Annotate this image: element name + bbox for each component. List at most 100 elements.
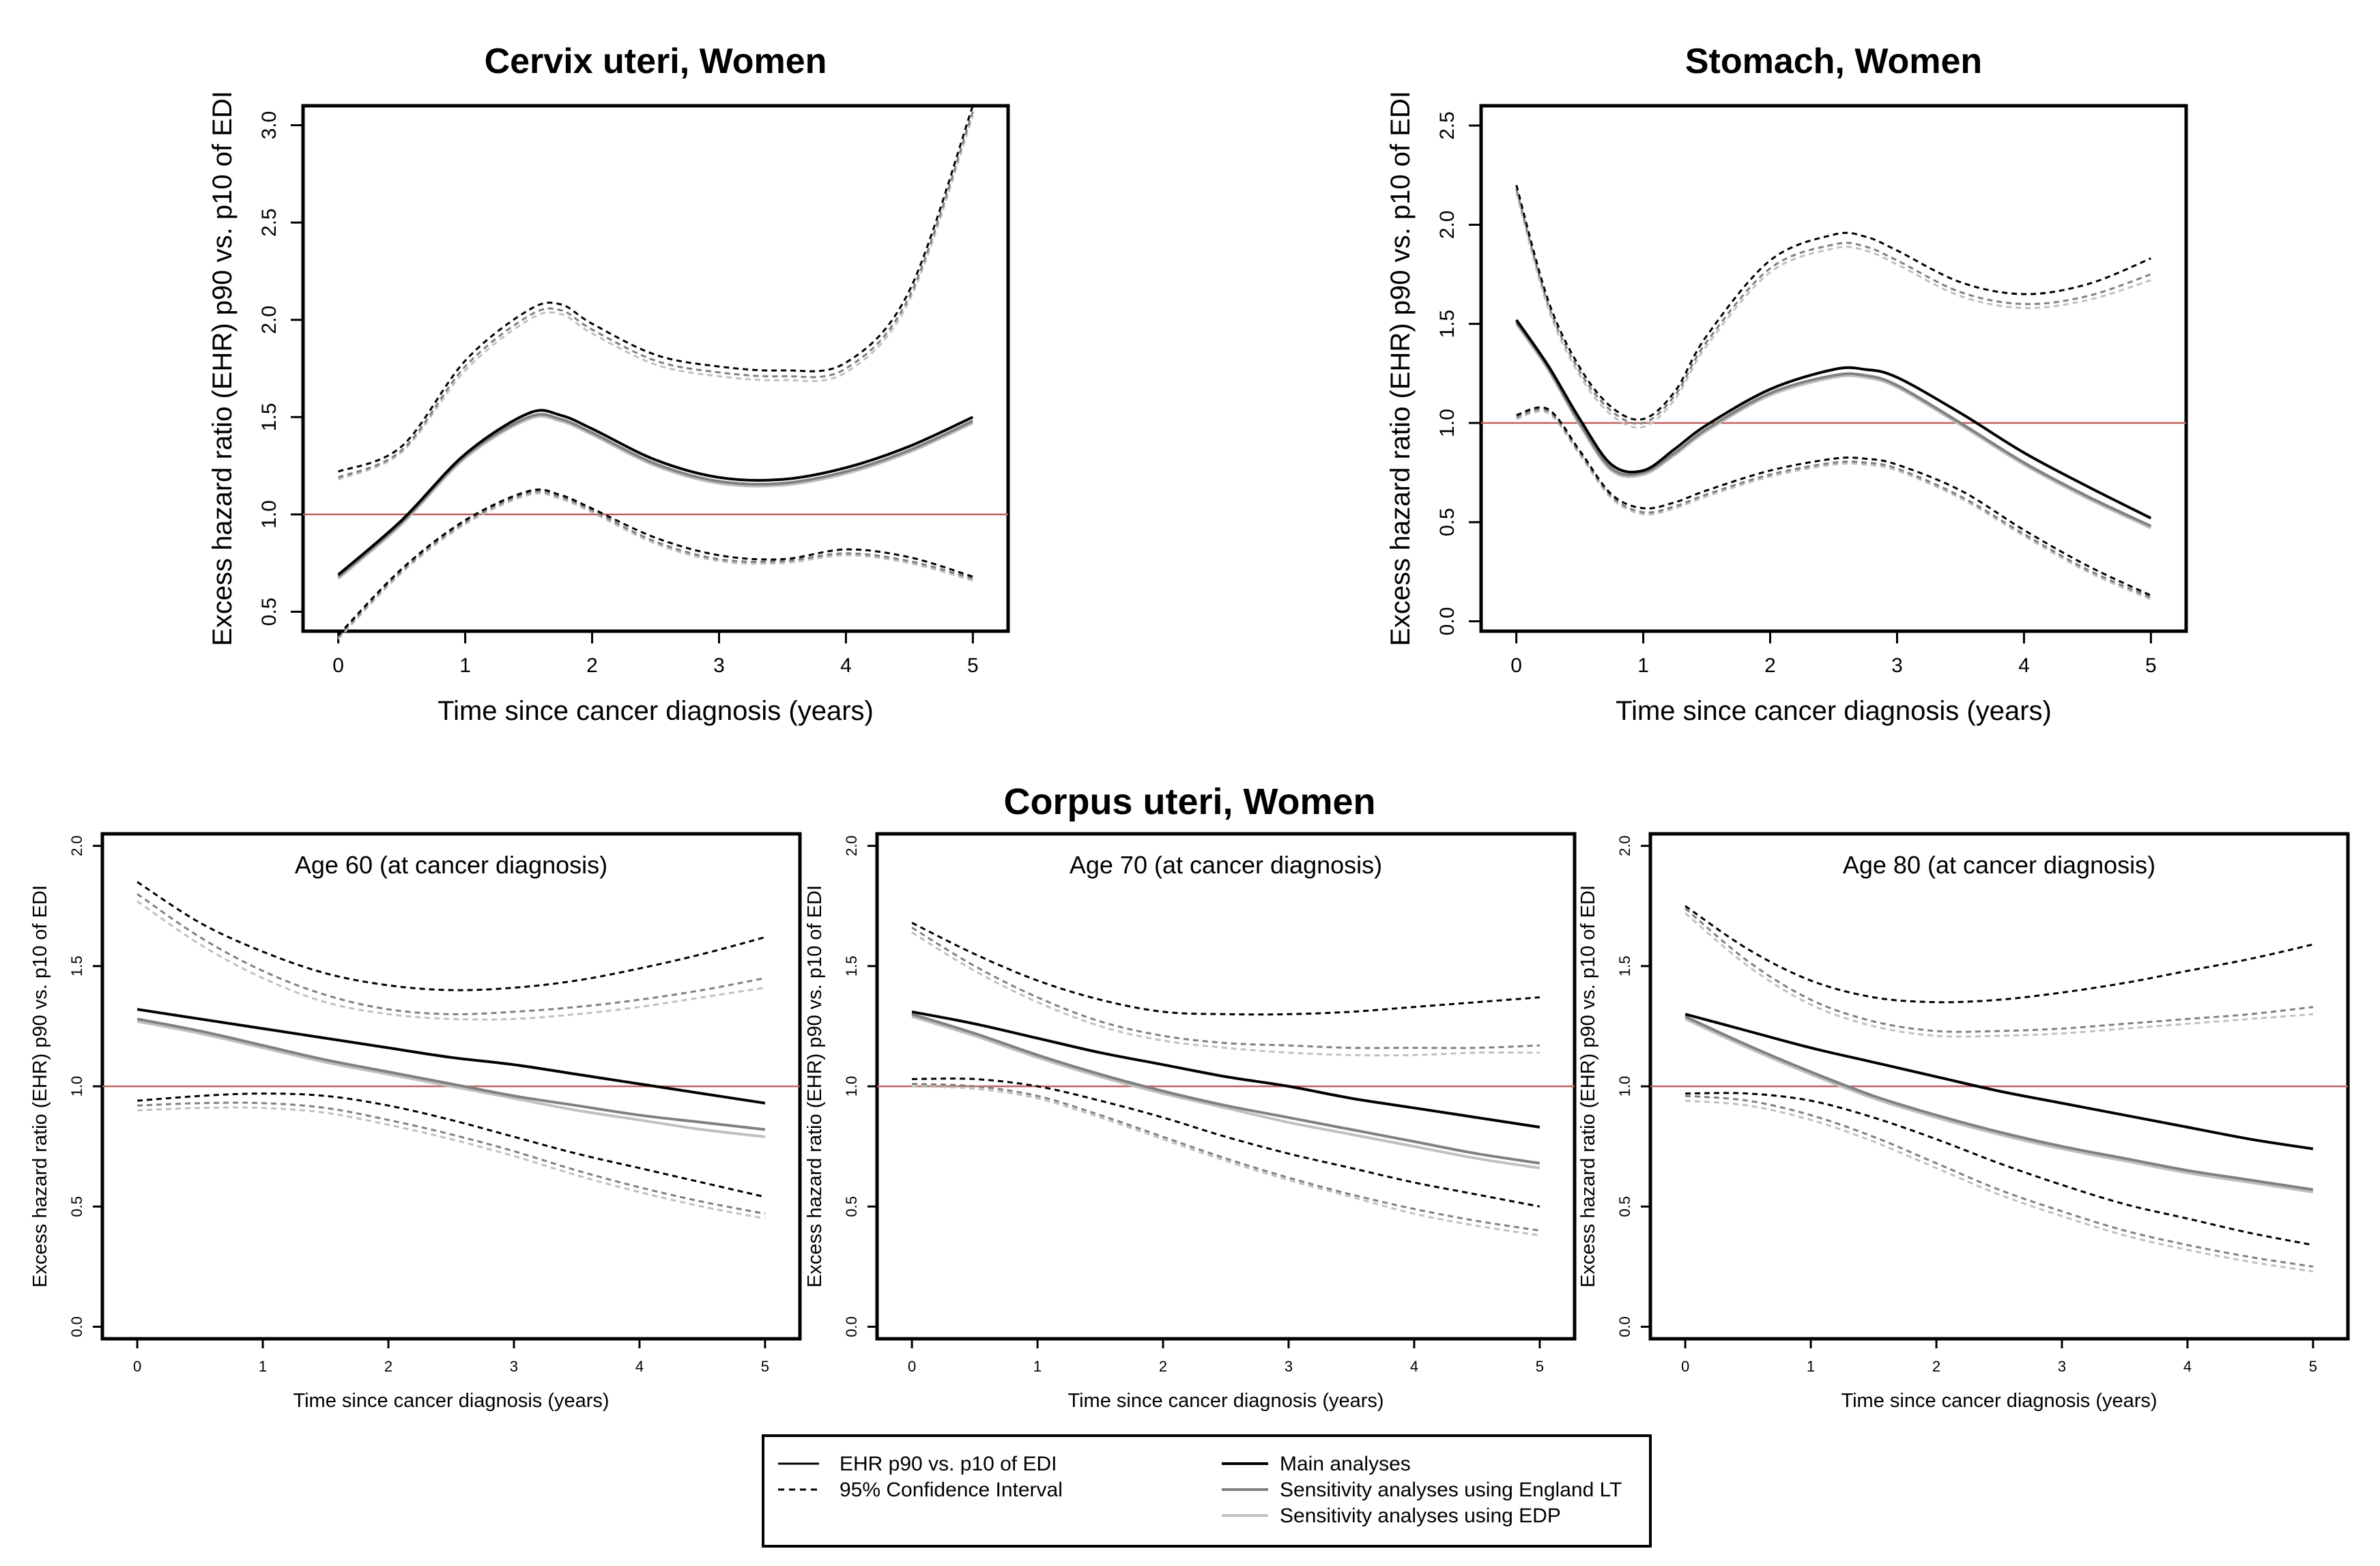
y-tick-label: 0.0 <box>843 1316 860 1337</box>
ci-series-line <box>911 927 1540 1049</box>
chart-title: Stomach, Women <box>1685 42 1982 81</box>
y-axis-label: Excess hazard ratio (EHR) p90 vs. p10 of… <box>804 885 826 1288</box>
x-tick-label: 4 <box>2183 1358 2192 1375</box>
x-tick-label: 4 <box>1410 1358 1418 1375</box>
x-tick-label: 2 <box>586 654 598 677</box>
y-tick-label: 1.5 <box>1616 956 1633 977</box>
y-tick-label: 1.5 <box>1436 310 1459 338</box>
legend-box <box>762 1434 1652 1548</box>
corpus-age-70-panel: Age 70 (at cancer diagnosis) 0 1 2 3 4 5 Time s… <box>804 832 1577 1412</box>
y-tick-label: 1.5 <box>843 956 860 977</box>
y-tick-label: 1.5 <box>258 403 281 431</box>
x-tick-label: 0 <box>1681 1358 1689 1375</box>
ci-series-line <box>912 1077 1540 1208</box>
x-axis-label: Time since cancer diagnosis (years) <box>1067 1390 1383 1412</box>
series-line <box>1515 319 2152 520</box>
y-tick-label: 0.5 <box>68 1196 85 1217</box>
series-line <box>911 1013 1540 1165</box>
y-tick-label: 0.5 <box>1616 1196 1633 1217</box>
ci-series-line <box>338 105 974 473</box>
x-tick-label: 3 <box>1285 1358 1293 1375</box>
ci-series-line <box>338 115 974 480</box>
x-tick-label: 3 <box>510 1358 518 1375</box>
x-tick-label: 5 <box>1536 1358 1544 1375</box>
y-tick-label: 0.5 <box>843 1196 860 1217</box>
ci-series-line <box>1684 912 2314 1038</box>
series-line <box>1684 1013 2314 1150</box>
y-tick-label: 2.0 <box>1616 835 1633 856</box>
chart-title: Cervix uteri, Women <box>485 42 827 81</box>
y-tick-label: 2.0 <box>1436 210 1459 239</box>
panel-label: Age 80 (at cancer diagnosis) <box>1843 851 2155 879</box>
ci-series-line <box>1516 410 2151 600</box>
ci-series-line <box>1684 908 2314 1033</box>
ci-series-line <box>1515 184 2151 421</box>
ci-series-line <box>911 922 1540 1016</box>
series-line <box>137 1008 766 1105</box>
x-axis-label: Time since cancer diagnosis (years) <box>293 1390 609 1412</box>
plot-frame <box>1479 104 2188 633</box>
series-line <box>1515 323 2152 530</box>
series-line <box>911 1010 1540 1129</box>
y-tick-label: 2.0 <box>843 835 860 856</box>
ci-series-line <box>137 1092 766 1198</box>
x-tick-label: 1 <box>1637 654 1649 677</box>
x-tick-label: 3 <box>1891 654 1903 677</box>
y-tick-label: 1.0 <box>843 1076 860 1097</box>
ci-series-line <box>1515 188 2151 425</box>
x-tick-label: 3 <box>713 654 725 677</box>
ci-series-line <box>911 931 1540 1057</box>
ci-series-line <box>1515 192 2151 429</box>
legend-ehr-label: EHR p90 vs. p10 of EDI <box>840 1453 1057 1475</box>
ci-series-line <box>912 1085 1540 1236</box>
x-tick-label: 4 <box>840 654 852 677</box>
x-tick-label: 2 <box>1159 1358 1167 1375</box>
y-tick-label: 1.5 <box>68 956 85 977</box>
plot-frame <box>301 104 1010 633</box>
panel-label: Age 70 (at cancer diagnosis) <box>1070 851 1382 879</box>
corpus-uteri-title: Corpus uteri, Women <box>1003 781 1375 822</box>
y-tick-label: 2.0 <box>258 306 281 334</box>
ci-series-line <box>137 881 766 991</box>
x-tick-label: 4 <box>635 1358 644 1375</box>
ci-series-line <box>137 1106 766 1220</box>
ci-series-line <box>137 1101 766 1215</box>
x-tick-label: 0 <box>332 654 344 677</box>
x-tick-label: 4 <box>2018 654 2030 677</box>
ci-series-line <box>912 1083 1540 1232</box>
x-tick-label: 5 <box>761 1358 769 1375</box>
y-tick-label: 1.0 <box>1616 1076 1633 1097</box>
x-tick-label: 2 <box>384 1358 392 1375</box>
x-tick-label: 3 <box>2058 1358 2066 1375</box>
corpus-age-60-panel: Age 60 (at cancer diagnosis) 0 1 2 3 4 5 Time s… <box>29 832 802 1412</box>
x-tick-label: 1 <box>459 654 471 677</box>
x-tick-label: 0 <box>908 1358 916 1375</box>
y-axis-label: Excess hazard ratio (EHR) p90 vs. p10 of… <box>1386 91 1416 646</box>
y-tick-label: 2.0 <box>68 835 85 856</box>
legend-ci-label: 95% Confidence Interval <box>840 1479 1063 1501</box>
x-tick-label: 2 <box>1764 654 1776 677</box>
legend: EHR p90 vs. p10 of EDI 95% Confidence In… <box>762 1434 1652 1548</box>
y-tick-label: 0.5 <box>258 598 281 626</box>
ci-series-line <box>1684 905 2314 1004</box>
y-axis-label: Excess hazard ratio (EHR) p90 vs. p10 of… <box>29 885 51 1288</box>
x-tick-label: 5 <box>967 654 979 677</box>
x-tick-label: 2 <box>1932 1358 1940 1375</box>
corpus-age-80-panel: Age 80 (at cancer diagnosis) 0 1 2 3 4 5 Time s… <box>1577 832 2350 1412</box>
series-line <box>337 409 974 576</box>
x-tick-label: 5 <box>2145 654 2157 677</box>
ci-series-line <box>1684 1094 2314 1268</box>
legend-england-label: Sensitivity analyses using England LT <box>1280 1479 1622 1501</box>
ci-series-line <box>137 900 766 1021</box>
x-tick-label: 1 <box>259 1358 267 1375</box>
series-line <box>1684 1017 2314 1193</box>
series-line <box>337 415 974 580</box>
y-tick-label: 3.0 <box>258 111 281 140</box>
series-line <box>137 1017 766 1131</box>
ci-series-line <box>337 492 973 640</box>
legend-main-label: Main analyses <box>1280 1453 1411 1475</box>
ci-series-line <box>1684 1099 2314 1273</box>
y-tick-label: 1.0 <box>1436 409 1459 437</box>
y-axis-label: Excess hazard ratio (EHR) p90 vs. p10 of… <box>207 91 238 646</box>
